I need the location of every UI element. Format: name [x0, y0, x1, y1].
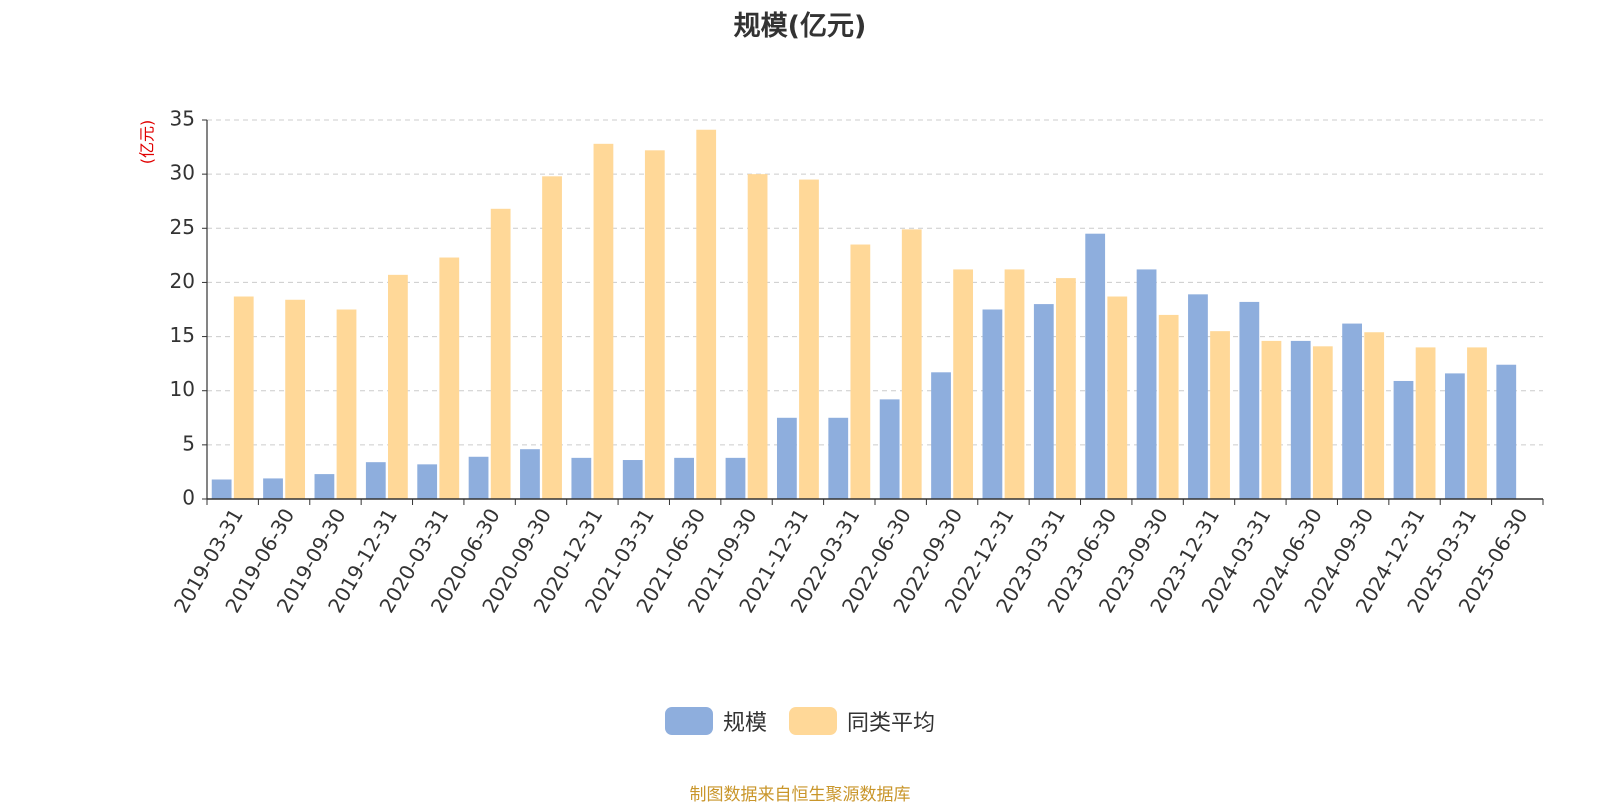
bar-series-1-2019-06-30[interactable] — [285, 299, 306, 499]
bar-series-0-2019-03-31[interactable] — [211, 479, 232, 499]
bar-series-1-2021-12-31[interactable] — [799, 179, 819, 500]
bar-series-0-2020-12-31[interactable] — [571, 457, 592, 499]
bar-series-1-2020-12-31[interactable] — [593, 143, 614, 499]
y-tick-label: 25 — [170, 215, 195, 239]
bar-series-1-2022-06-30[interactable] — [901, 229, 922, 499]
legend-item-series-1[interactable]: 同类平均 — [789, 705, 935, 737]
bar-series-0-2022-03-31[interactable] — [828, 417, 849, 499]
bar-series-0-2023-09-30[interactable] — [1136, 269, 1157, 499]
bar-series-0-2024-06-30[interactable] — [1290, 340, 1311, 499]
bar-series-1-2022-09-30[interactable] — [953, 269, 974, 499]
y-tick-label: 0 — [182, 486, 195, 510]
bar-series-0-2021-06-30[interactable] — [674, 457, 694, 499]
source-note: 制图数据来自恒生聚源数据库 — [689, 785, 911, 805]
y-axis-unit-label: (亿元) — [138, 120, 157, 165]
legend-swatch-series-1 — [789, 707, 837, 735]
y-tick-label: 10 — [170, 377, 195, 401]
bar-series-0-2022-06-30[interactable] — [879, 399, 900, 499]
y-tick-label: 35 — [170, 107, 195, 131]
bar-series-0-2019-12-31[interactable] — [365, 462, 386, 499]
bar-series-1-2023-06-30[interactable] — [1107, 296, 1128, 499]
bar-series-1-2020-09-30[interactable] — [542, 176, 562, 499]
bar-series-0-2021-03-31[interactable] — [622, 460, 643, 499]
bar-series-0-2023-12-31[interactable] — [1188, 294, 1208, 499]
bar-series-1-2023-03-31[interactable] — [1056, 278, 1076, 499]
bar-series-1-2023-09-30[interactable] — [1158, 314, 1179, 499]
bar-series-0-2022-09-30[interactable] — [931, 372, 951, 499]
bar-series-1-2020-03-31[interactable] — [439, 257, 460, 499]
bar-series-1-2021-03-31[interactable] — [644, 150, 665, 499]
bar-series-0-2022-12-31[interactable] — [982, 309, 1003, 500]
bar-series-1-2024-12-31[interactable] — [1415, 347, 1436, 499]
bar-series-1-2023-12-31[interactable] — [1210, 331, 1230, 499]
y-tick-label: 20 — [170, 269, 195, 293]
legend-item-series-0[interactable]: 规模 — [664, 705, 767, 737]
bar-series-1-2024-09-30[interactable] — [1364, 332, 1385, 499]
bar-series-0-2024-12-31[interactable] — [1393, 380, 1414, 499]
bar-series-0-2024-03-31[interactable] — [1239, 301, 1260, 499]
legend-swatch-series-0 — [664, 707, 713, 735]
y-tick-label: 5 — [182, 431, 195, 455]
bar-series-0-2019-09-30[interactable] — [314, 474, 335, 499]
bars — [211, 129, 1517, 500]
bar-series-0-2020-06-30[interactable] — [468, 456, 489, 499]
bar-series-0-2020-09-30[interactable] — [520, 449, 540, 499]
bar-series-0-2024-09-30[interactable] — [1342, 323, 1362, 499]
bar-series-0-2025-06-30[interactable] — [1496, 364, 1517, 499]
bar-series-0-2023-06-30[interactable] — [1085, 233, 1106, 499]
axes — [202, 119, 1544, 505]
bar-series-0-2023-03-31[interactable] — [1033, 304, 1054, 499]
bar-series-0-2021-12-31[interactable] — [776, 417, 797, 499]
bar-series-1-2020-06-30[interactable] — [490, 208, 511, 499]
bar-series-1-2024-06-30[interactable] — [1312, 346, 1333, 499]
bar-series-1-2022-12-31[interactable] — [1004, 269, 1025, 499]
bar-series-1-2024-03-31[interactable] — [1261, 340, 1282, 499]
bar-series-1-2019-03-31[interactable] — [233, 296, 254, 499]
chart-title: 规模(亿元) — [733, 11, 867, 42]
bar-series-1-2019-09-30[interactable] — [336, 309, 357, 500]
bar-series-1-2021-09-30[interactable] — [747, 174, 768, 499]
grid-lines — [207, 119, 1543, 446]
bar-series-0-2019-06-30[interactable] — [263, 478, 283, 499]
y-tick-label: 30 — [170, 161, 195, 185]
legend-label-series-1: 同类平均 — [847, 711, 936, 736]
bar-series-0-2021-09-30[interactable] — [725, 457, 746, 499]
bar-series-1-2025-03-31[interactable] — [1467, 347, 1487, 499]
bar-series-0-2020-03-31[interactable] — [417, 464, 438, 499]
legend-label-series-0: 规模 — [722, 711, 767, 736]
legend: 规模 同类平均 — [0, 705, 1600, 737]
bar-series-0-2025-03-31[interactable] — [1444, 373, 1465, 499]
bar-series-1-2021-06-30[interactable] — [696, 129, 717, 499]
y-tick-label: 15 — [170, 323, 195, 347]
bar-series-1-2019-12-31[interactable] — [388, 274, 408, 499]
bar-series-1-2022-03-31[interactable] — [850, 244, 871, 499]
